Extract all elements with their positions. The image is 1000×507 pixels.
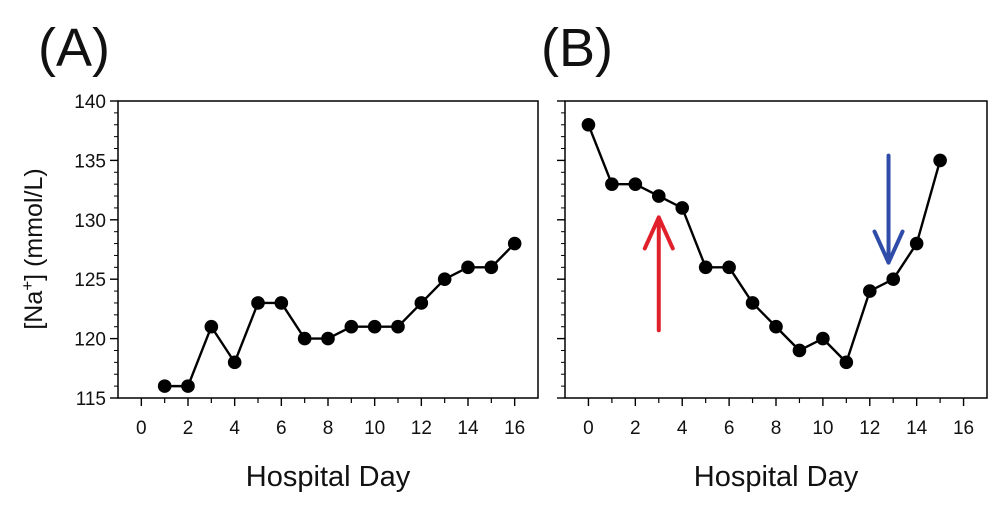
data-point-a: [181, 379, 195, 393]
x-tick-label-a: 6: [276, 418, 287, 439]
y-tick-label-a: 140: [74, 92, 106, 113]
x-tick-label-a: 4: [229, 418, 240, 439]
y-tick-label-a: 120: [74, 330, 106, 351]
data-point-b: [675, 201, 690, 215]
x-tick-label-b: 14: [906, 418, 928, 439]
data-point-a: [321, 331, 335, 346]
y-tick-label-a: 125: [74, 270, 106, 291]
data-point-b: [909, 236, 924, 251]
data-point-a: [204, 319, 219, 334]
data-point-b: [839, 355, 854, 370]
panel-a: 0 2 4 6 8 10 12 14 16 115 120 125 130 135 140 Hospita…: [74, 92, 539, 493]
data-point-a: [437, 272, 452, 287]
data-point-b: [745, 296, 760, 310]
y-axis-title-prefix: [Na: [20, 291, 48, 330]
data-point-a: [484, 260, 499, 275]
data-point-b: [792, 343, 807, 358]
data-point-b: [722, 260, 736, 275]
x-tick-label-a: 16: [504, 418, 525, 439]
x-tick-labels-a: 0 2 4 6 8 10 12 14 16: [136, 418, 525, 439]
data-point-b: [816, 331, 830, 346]
series-line-a: [164, 242, 516, 388]
data-point-b: [862, 284, 877, 298]
data-point-a: [414, 296, 429, 310]
x-tick-label-b: 2: [630, 418, 641, 439]
x-tick-label-a: 12: [411, 418, 432, 439]
x-tick-label-a: 0: [136, 418, 147, 439]
x-tick-label-b: 10: [812, 418, 833, 439]
x-tick-label-b: 4: [677, 418, 688, 439]
series-a: [157, 236, 522, 393]
x-tick-label-b: 16: [953, 418, 974, 439]
data-point-a: [367, 319, 382, 334]
x-tick-label-a: 8: [323, 418, 334, 439]
series-line-b: [587, 124, 942, 364]
x-tick-label-a: 10: [364, 418, 385, 439]
axis-ticks-a: [110, 100, 516, 406]
arrow-down-annotation: [872, 153, 905, 265]
annotations-b: [642, 153, 905, 333]
y-tick-label-a: 135: [74, 151, 106, 172]
data-point-a: [391, 319, 405, 334]
y-axis-title-suffix: ] (mmol/L): [20, 168, 48, 281]
arrow-up-annotation: [642, 215, 675, 333]
x-tick-labels-b: 0 2 4 6 8 10 12 14 16: [583, 418, 974, 439]
x-axis-title-a: Hospital Day: [246, 461, 411, 493]
data-point-a: [344, 319, 359, 334]
axis-ticks-b: [557, 100, 965, 406]
y-axis-title-superscript: +: [18, 281, 37, 291]
data-point-a: [461, 260, 475, 275]
panel-label-a: (A): [38, 18, 110, 78]
panel-label-b: (B): [541, 18, 613, 78]
x-axis-title-b: Hospital Day: [694, 461, 859, 493]
data-point-b: [651, 189, 666, 203]
data-point-b: [698, 260, 713, 275]
series-b: [581, 117, 947, 370]
data-point-a: [274, 296, 289, 310]
x-tick-label-a: 14: [457, 418, 479, 439]
y-axis-title: [Na+] (mmol/L): [18, 168, 48, 329]
y-tick-label-a: 130: [74, 211, 106, 232]
data-point-b: [581, 117, 596, 132]
y-tick-label-a: 115: [76, 389, 106, 410]
plot-frame-b: [564, 100, 988, 399]
data-point-b: [628, 177, 643, 191]
data-point-b: [933, 153, 947, 168]
data-point-a: [157, 379, 172, 393]
panel-b: 0 2 4 6 8 10 12 14 16 Hospital Day: [557, 100, 988, 493]
data-point-a: [227, 355, 242, 370]
data-point-b: [769, 319, 783, 334]
y-tick-labels-a: 115 120 125 130 135 140: [74, 92, 106, 410]
x-tick-label-b: 8: [771, 418, 782, 439]
x-tick-label-b: 12: [859, 418, 880, 439]
data-point-b: [886, 272, 901, 287]
data-point-a: [507, 236, 522, 251]
x-tick-label-b: 6: [724, 418, 735, 439]
x-tick-label-b: 0: [583, 418, 594, 439]
data-point-a: [297, 331, 312, 346]
plot-frame-a: [117, 100, 539, 399]
data-point-b: [605, 177, 619, 191]
data-point-a: [251, 296, 265, 310]
x-tick-label-a: 2: [183, 418, 194, 439]
